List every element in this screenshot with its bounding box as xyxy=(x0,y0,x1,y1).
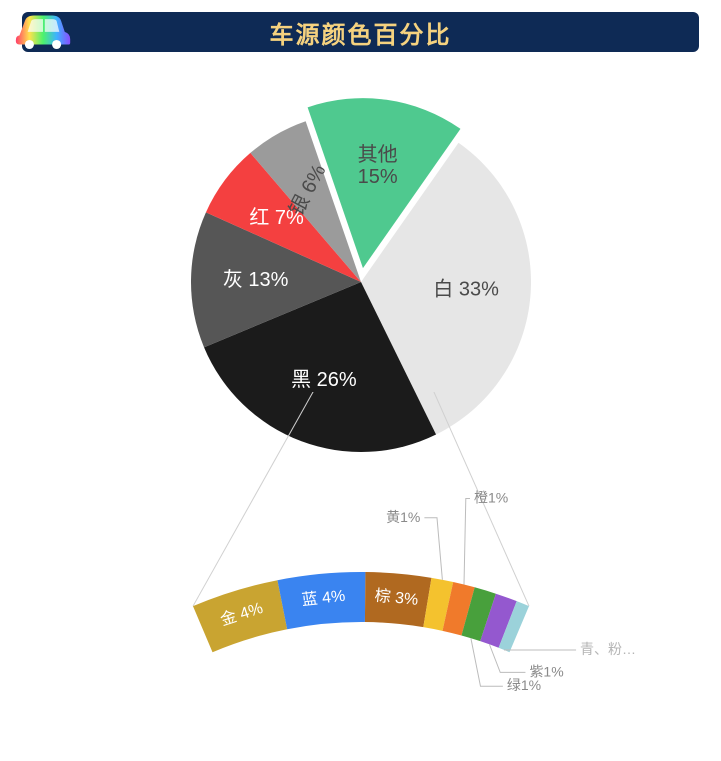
arc-label-紫: 紫1% xyxy=(529,663,563,679)
arc-label-青粉: 青、粉… xyxy=(580,641,636,657)
arc-callout-line-黄 xyxy=(424,518,442,580)
page-root: 车源颜色百分比 白 33%黑 26%灰 13%红 7%银 6%其他15% 金 4… xyxy=(0,12,721,761)
arc-label-橙: 橙1% xyxy=(473,490,507,506)
pie-label-白: 白 33% xyxy=(433,277,499,300)
arc-label-黄: 黄1% xyxy=(386,509,420,525)
breakdown-arc-chart: 金 4%蓝 4%棕 3%黄1%橙1%绿1%紫1%青、粉… xyxy=(51,482,671,742)
car-icon xyxy=(14,6,72,54)
arc-callout-line-橙 xyxy=(463,499,469,585)
arc-label-绿: 绿1% xyxy=(506,677,540,693)
pie-label-其他: 其他15% xyxy=(357,143,397,188)
pie-label-黑: 黑 26% xyxy=(291,369,357,391)
chart-area: 白 33%黑 26%灰 13%红 7%银 6%其他15% 金 4%蓝 4%棕 3… xyxy=(0,52,721,749)
header-bar: 车源颜色百分比 xyxy=(22,12,699,52)
header-title: 车源颜色百分比 xyxy=(270,15,452,50)
pie-label-灰: 灰 13% xyxy=(222,268,288,291)
